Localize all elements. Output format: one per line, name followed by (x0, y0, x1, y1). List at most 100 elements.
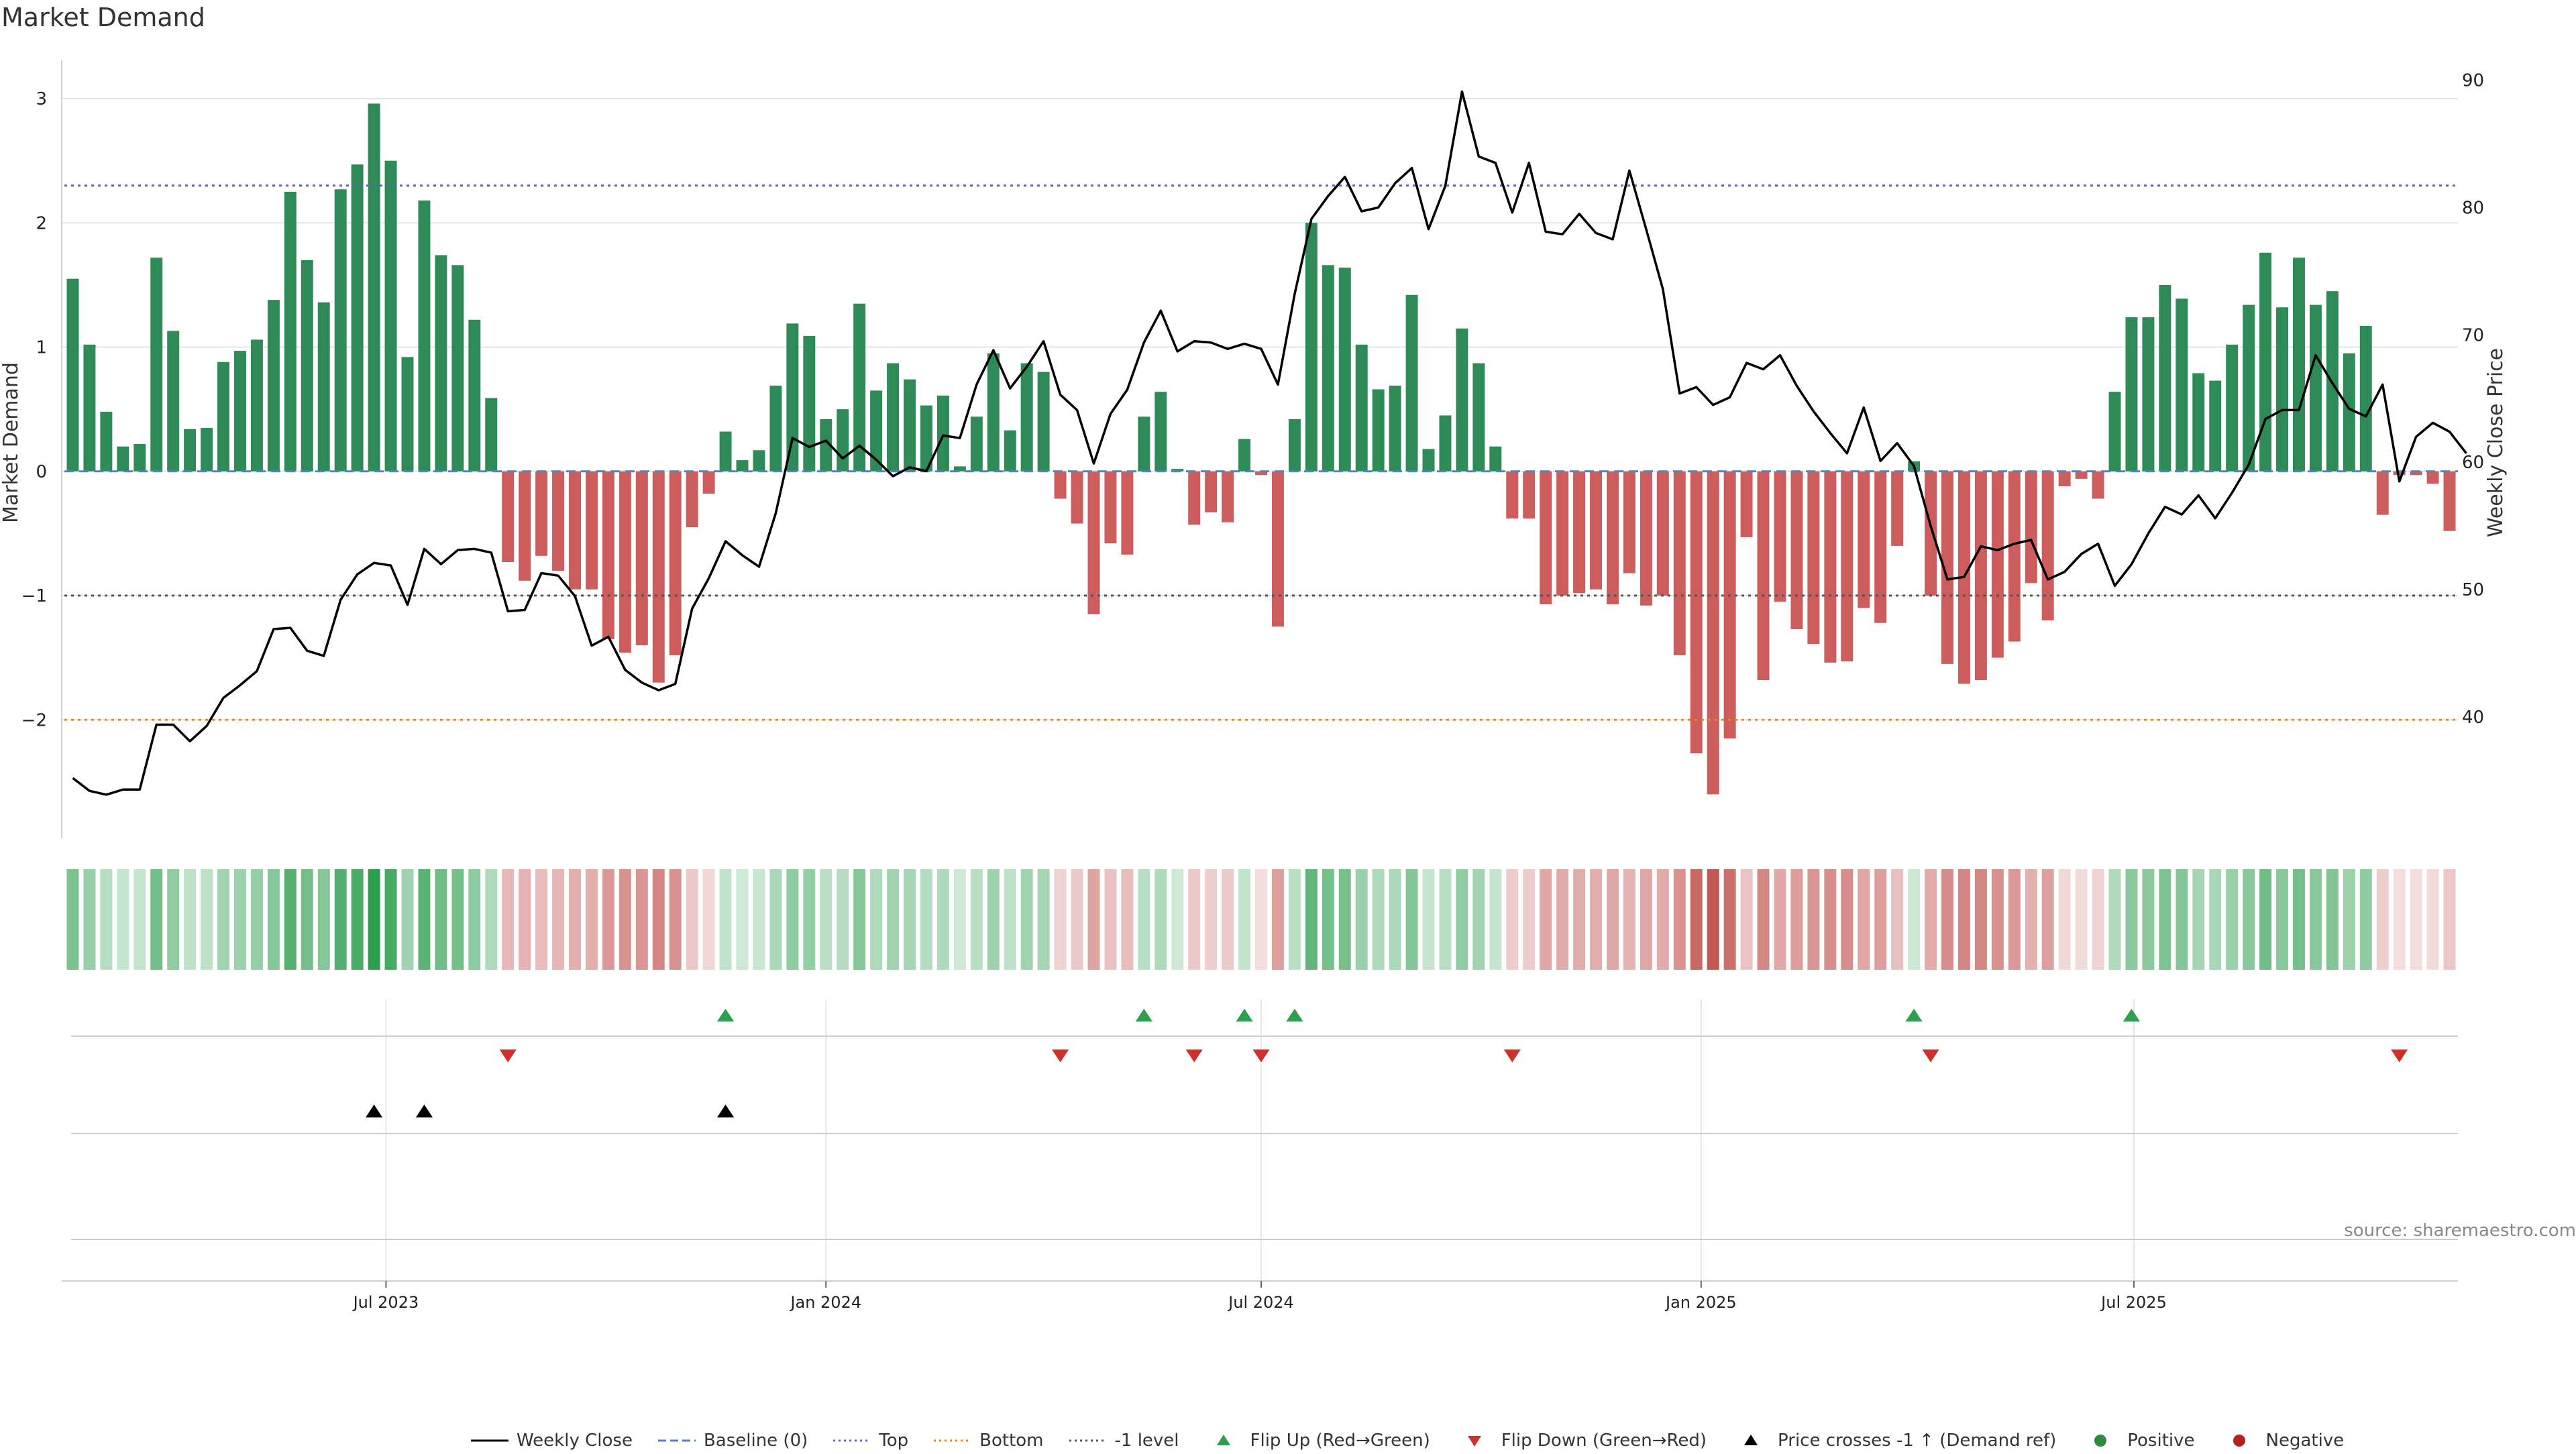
legend-line-icon (1069, 1439, 1107, 1442)
demand-bar (652, 471, 665, 683)
demand-bar (2343, 353, 2355, 471)
demand-bar (66, 278, 79, 471)
demand-bar (1405, 294, 1418, 471)
heat-cell (1723, 869, 1736, 970)
demand-heat-strip (66, 869, 2456, 970)
heat-cell (502, 869, 515, 970)
heat-cell (384, 869, 397, 970)
heat-cell (1841, 869, 1854, 970)
heat-cell (2108, 869, 2121, 970)
heat-cell (1322, 869, 1334, 970)
demand-bar (803, 335, 816, 471)
heat-cell (2343, 869, 2355, 970)
demand-bar (2041, 471, 2054, 621)
heat-cell (987, 869, 1000, 970)
demand-bar (83, 344, 96, 471)
heat-cell (1957, 869, 1970, 970)
demand-bar (719, 431, 732, 471)
demand-bar (1121, 471, 1134, 555)
demand-bar (936, 395, 949, 471)
heat-cell (167, 869, 180, 970)
demand-bar (669, 471, 682, 655)
heat-cell (1891, 869, 1904, 970)
demand-bar (250, 339, 263, 471)
heat-cell (1271, 869, 1284, 970)
y-left-tick-label: 2 (36, 213, 47, 233)
reference-lines (64, 184, 2458, 721)
flip-down-marker (1051, 1049, 1069, 1062)
demand-bar (351, 164, 364, 471)
heat-cell (1238, 869, 1251, 970)
demand-bar (167, 331, 180, 471)
heat-cell (686, 869, 698, 970)
demand-bar (1104, 471, 1117, 544)
legend-dot-icon (2094, 1435, 2107, 1447)
heat-cell (2393, 869, 2406, 970)
demand-bar (769, 385, 782, 471)
legend-line-icon (471, 1439, 508, 1442)
heat-cell (83, 869, 96, 970)
heat-cell (284, 869, 297, 970)
price-cross-marker (716, 1105, 735, 1118)
heat-cell (418, 869, 431, 970)
demand-bar (2309, 304, 2322, 471)
price-line-group (72, 90, 2467, 796)
demand-bar (736, 460, 749, 471)
demand-bar (201, 427, 213, 471)
demand-bar (602, 471, 614, 639)
demand-bar (485, 398, 498, 471)
demand-bar (1338, 267, 1351, 471)
heat-cell (2376, 869, 2389, 970)
heat-cell (602, 869, 614, 970)
demand-bar (519, 471, 531, 581)
heat-cell (2176, 869, 2188, 970)
heat-cell (2410, 869, 2422, 970)
y-right-tick-label: 90 (2462, 70, 2484, 91)
demand-bar (2058, 471, 2071, 487)
heat-cell (117, 869, 129, 970)
heat-cell (1824, 869, 1837, 970)
heat-cell (1874, 869, 1887, 970)
y-right-tick-label: 50 (2462, 580, 2484, 600)
demand-bar (1238, 439, 1251, 471)
legend-dot-icon (2233, 1435, 2245, 1447)
demand-bar (753, 450, 765, 471)
demand-bar (702, 471, 715, 494)
heat-cell (2209, 869, 2222, 970)
x-tick-label: Jul 2023 (352, 1293, 419, 1312)
legend-label: Top (879, 1431, 909, 1451)
legend-label: Negative (2265, 1431, 2345, 1451)
heat-cell (702, 869, 715, 970)
heat-cell (2008, 869, 2021, 970)
demand-bar (267, 300, 280, 471)
heat-cell (1908, 869, 1921, 970)
demand-bar (234, 351, 246, 471)
heat-cell (301, 869, 313, 970)
demand-bar (1355, 344, 1368, 471)
heat-cell (368, 869, 380, 970)
x-tick-label: Jul 2024 (1227, 1293, 1294, 1312)
heat-cell (1188, 869, 1201, 970)
price-cross-marker (365, 1105, 383, 1118)
demand-bar (435, 255, 447, 471)
legend-item-flipdown: Flip Down (Green→Red) (1454, 1431, 1707, 1451)
demand-bar (1422, 449, 1435, 471)
demand-bar (1155, 392, 1167, 471)
heat-cell (1104, 869, 1117, 970)
y-left-tick-label: 3 (36, 89, 47, 109)
heat-cell (1757, 869, 1770, 970)
heat-cell (920, 869, 932, 970)
heat-cell (133, 869, 146, 970)
heat-cell (1991, 869, 2004, 970)
legend-item-minus1: -1 level (1068, 1431, 1179, 1451)
legend-label: Price crosses -1 ↑ (Demand ref) (1778, 1431, 2057, 1451)
demand-bar (2008, 471, 2021, 642)
demand-bar (1037, 372, 1050, 471)
demand-bar (1054, 471, 1067, 499)
demand-bar (184, 429, 197, 471)
demand-bar (970, 416, 983, 471)
heat-cell (1222, 869, 1234, 970)
demand-bar (2142, 317, 2155, 471)
heat-cell (1606, 869, 1619, 970)
